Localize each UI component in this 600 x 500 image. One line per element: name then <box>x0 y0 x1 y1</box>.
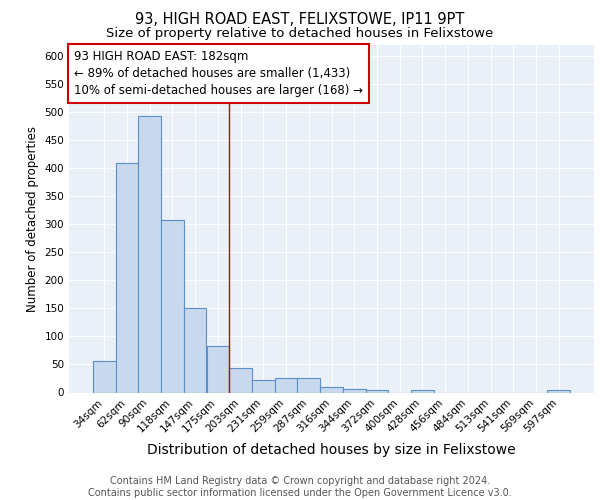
Y-axis label: Number of detached properties: Number of detached properties <box>26 126 39 312</box>
Bar <box>343 388 365 392</box>
Bar <box>365 390 388 392</box>
Text: Contains HM Land Registry data © Crown copyright and database right 2024.
Contai: Contains HM Land Registry data © Crown c… <box>88 476 512 498</box>
Bar <box>275 378 298 392</box>
Bar <box>184 308 206 392</box>
Bar <box>547 390 570 392</box>
Bar <box>139 116 161 392</box>
X-axis label: Distribution of detached houses by size in Felixstowe: Distribution of detached houses by size … <box>147 442 516 456</box>
Text: 93, HIGH ROAD EAST, FELIXSTOWE, IP11 9PT: 93, HIGH ROAD EAST, FELIXSTOWE, IP11 9PT <box>136 12 464 28</box>
Text: Size of property relative to detached houses in Felixstowe: Size of property relative to detached ho… <box>106 28 494 40</box>
Text: 93 HIGH ROAD EAST: 182sqm
← 89% of detached houses are smaller (1,433)
10% of se: 93 HIGH ROAD EAST: 182sqm ← 89% of detac… <box>74 50 363 97</box>
Bar <box>229 368 252 392</box>
Bar <box>252 380 275 392</box>
Bar <box>298 378 320 392</box>
Bar <box>93 360 116 392</box>
Bar <box>116 162 139 392</box>
Bar <box>161 220 184 392</box>
Bar <box>411 390 434 392</box>
Bar <box>206 346 229 393</box>
Bar <box>320 387 343 392</box>
